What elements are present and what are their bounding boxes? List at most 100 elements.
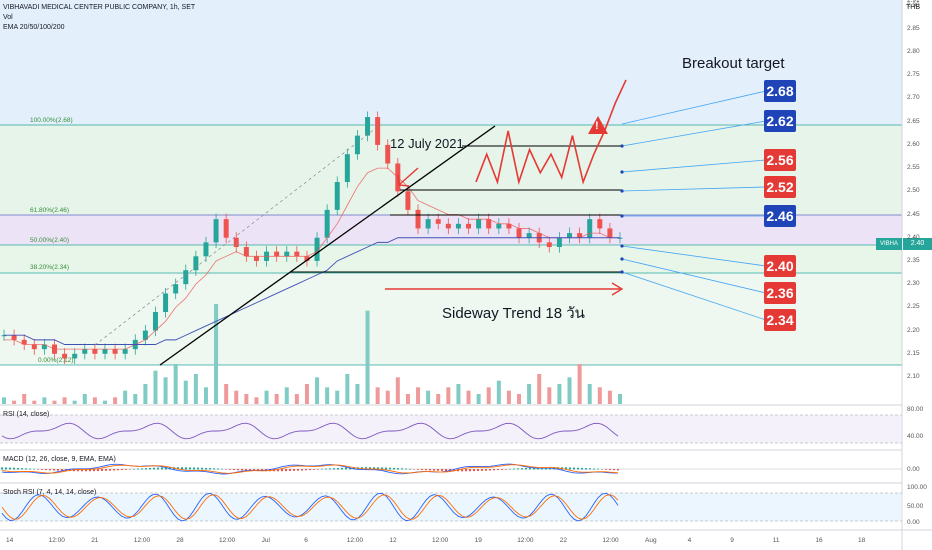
macd-hist-bar	[113, 469, 115, 471]
target-box-262: 2.62	[764, 110, 796, 132]
macd-hist-bar	[241, 469, 243, 471]
macd-hist-bar	[233, 469, 235, 471]
candle-body	[223, 219, 229, 238]
macd-hist-bar	[429, 469, 431, 471]
macd-hist-bar	[577, 467, 579, 470]
warning-mark: !	[595, 120, 599, 132]
price-tick-label: 2.45	[907, 210, 920, 218]
macd-hist-bar	[453, 469, 455, 472]
volume-bar	[234, 390, 239, 404]
candle-body	[1, 335, 7, 337]
price-tick-label: 2.90	[907, 1, 920, 9]
target-box-240: 2.40	[764, 255, 796, 277]
macd-hist-bar	[309, 469, 311, 471]
volume-bar	[345, 374, 350, 404]
candle-body	[294, 251, 300, 257]
target-box-252: 2.52	[764, 176, 796, 198]
macd-hist-bar	[313, 469, 315, 470]
volume-bar	[355, 384, 360, 404]
macd-hist-bar	[89, 469, 91, 472]
volume-bar	[183, 380, 188, 404]
ticker-symbol-tag: VIBHA	[876, 238, 902, 250]
time-tick-label: 18	[858, 537, 866, 544]
candle-body	[607, 228, 613, 238]
macd-hist-bar	[229, 469, 231, 470]
macd-hist-bar	[249, 469, 251, 471]
macd-hist-bar	[297, 469, 299, 471]
macd-hist-bar	[101, 469, 103, 471]
candle-body	[284, 251, 290, 257]
price-tick-label: 2.60	[907, 140, 920, 148]
target-dot-262	[620, 144, 624, 148]
price-tick-label: 2.30	[907, 280, 920, 288]
macd-hist-bar	[149, 467, 151, 470]
macd-hist-bar	[513, 468, 515, 470]
time-tick-label: 12:00	[346, 537, 364, 544]
volume-bar	[153, 370, 158, 404]
target-box-234: 2.34	[764, 309, 796, 331]
stoch-title: Stoch RSI (7, 4, 14, 14, close)	[3, 489, 97, 496]
macd-hist-bar	[469, 469, 471, 472]
macd-hist-bar	[489, 469, 491, 471]
macd-hist-bar	[353, 467, 355, 470]
date-note-label: 12 July 2021	[390, 136, 464, 151]
volume-bar	[446, 387, 451, 404]
macd-hist-bar	[125, 469, 127, 470]
macd-hist-bar	[109, 469, 111, 471]
target-dot-234	[620, 270, 624, 274]
macd-hist-bar	[481, 469, 483, 471]
volume-bar	[52, 400, 57, 404]
macd-hist-bar	[97, 469, 99, 472]
candle-body	[466, 223, 472, 229]
sideway-arrow-head	[611, 282, 624, 296]
price-tick-label: 2.50	[907, 187, 920, 195]
macd-hist-bar	[49, 469, 51, 471]
macd-hist-bar	[33, 468, 35, 470]
macd-hist-bar	[185, 467, 187, 470]
macd-hist-bar	[285, 469, 287, 472]
candle-body	[233, 237, 239, 248]
candle-body	[102, 349, 108, 354]
macd-hist-bar	[597, 468, 599, 470]
candle-body	[445, 223, 451, 229]
candle-body	[567, 233, 573, 238]
macd-hist-bar	[53, 469, 55, 471]
candle-body	[385, 144, 391, 164]
volume-bar	[2, 397, 6, 404]
macd-hist-bar	[117, 469, 119, 471]
volume-bar	[193, 374, 198, 404]
rsi-title: RSI (14, close)	[3, 411, 50, 418]
macd-hist-bar	[9, 467, 11, 470]
target-connector-240	[621, 245, 767, 267]
candle-body	[375, 117, 381, 145]
time-tick-label: 14	[6, 537, 14, 544]
macd-hist-bar	[293, 469, 295, 471]
candle-body	[405, 191, 411, 210]
volume-bar	[102, 400, 107, 404]
candle-body	[122, 349, 128, 354]
macd-hist-bar	[317, 469, 319, 470]
candle-body	[203, 242, 209, 257]
candle-body	[455, 223, 461, 229]
price-tick-label: 2.65	[907, 117, 920, 125]
macd-hist-bar	[325, 468, 327, 470]
zone-mid	[0, 215, 902, 245]
zone-upper	[0, 125, 902, 215]
candle-body	[31, 344, 37, 350]
price-tick-label: 2.20	[907, 326, 920, 334]
volume-bar	[244, 394, 249, 404]
macd-hist-bar	[537, 467, 539, 470]
target-connector-256	[621, 159, 767, 173]
time-tick-label: 28	[176, 537, 184, 544]
candle-body	[597, 219, 603, 229]
volume-bar	[496, 380, 501, 404]
volume-bar	[32, 400, 37, 404]
breakout-zigzag	[475, 79, 627, 186]
price-tick-label: 2.35	[907, 256, 920, 264]
macd-hist-bar	[85, 469, 87, 472]
macd-hist-bar	[601, 468, 603, 470]
price-tick-label: 2.91	[907, 0, 920, 4]
candle-body	[183, 270, 189, 285]
candle-body	[577, 233, 583, 238]
candle-body	[365, 117, 371, 136]
